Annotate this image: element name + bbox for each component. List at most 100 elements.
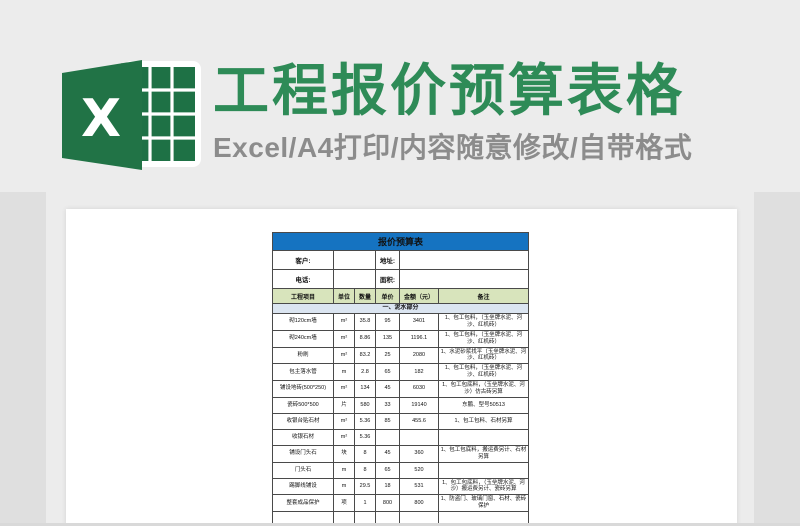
bottom-edge — [0, 523, 800, 526]
info-value — [398, 250, 530, 270]
cell-remark: 1、包工包底料，（玉垒牌水泥、河沙）仿古砖另算 — [437, 380, 530, 398]
cell-unit: 片 — [333, 396, 355, 414]
column-header: 数量 — [354, 288, 376, 304]
cell-price: 65 — [375, 461, 400, 479]
info-label: 电话: — [272, 269, 334, 289]
cell-remark — [437, 511, 530, 526]
cell-qty: 35.8 — [354, 313, 376, 331]
page-subtitle: Excel/A4打印/内容随意修改/自带格式 — [213, 132, 693, 163]
cell-unit: 块 — [333, 444, 355, 463]
sheet-title: 报价预算表 — [271, 232, 530, 251]
cell-price: 85 — [375, 412, 400, 430]
cell-amount: 2080 — [399, 346, 439, 365]
cell-price: 135 — [375, 329, 400, 348]
template-preview-panel: 报价预算表 客户: 地址: 电话: 面积: 工程项目 单位 数量 单价 金额（元） 备注 一、泥水部分… — [66, 209, 737, 526]
info-value — [333, 250, 376, 270]
section-row: 一、泥水部分 — [271, 303, 530, 314]
quote-table-body: 报价预算表 客户: 地址: 电话: 面积: 工程项目 单位 数量 单价 金额（元） 备注 一、泥水部分… — [271, 232, 530, 526]
cell-item: 砌120cm墙 — [272, 313, 334, 331]
cell-qty: 5.36 — [354, 428, 376, 446]
cell-amount: 1196.1 — [399, 329, 439, 348]
page-gutter-right — [754, 192, 800, 526]
cell-unit: m — [333, 363, 355, 381]
excel-cover — [62, 60, 142, 170]
cell-price: 33 — [375, 396, 400, 414]
cell-unit: m — [333, 477, 355, 496]
sheet-title-row: 报价预算表 — [271, 232, 530, 251]
page-title: 工程报价预算表格 — [213, 59, 685, 122]
cell-amount: 520 — [399, 461, 439, 479]
cell-price: 65 — [375, 363, 400, 381]
banner: X 工程报价预算表格 Excel/A4打印/内容随意修改/自带格式 — [0, 0, 800, 195]
column-header: 金额（元） — [399, 288, 439, 304]
table-row: 铺设地砖(500*250) m² 134 45 6030 1、包工包底料，（玉垒牌水泥、河… — [272, 380, 530, 398]
cell-price: 25 — [375, 346, 400, 365]
cell-remark: 1、水泥砂浆找平（玉垒牌水泥、河沙、红机砖） — [437, 346, 530, 365]
cell-unit: m² — [333, 329, 355, 348]
cell-qty: 83.2 — [354, 346, 376, 365]
cell-item: 整套成品保护 — [272, 494, 334, 512]
table-row: 铺设门头石块 8 45 360 1、包工包底料，搬运费另计、石材另算 — [272, 444, 530, 463]
table-row: 瓷砖500*500 片 580 33 19140 东鹏、型号50513 — [272, 396, 530, 414]
cell-unit: m — [333, 461, 355, 479]
cell-price: 18 — [375, 477, 400, 496]
info-label: 客户: — [272, 250, 334, 270]
column-header: 工程项目 — [272, 288, 334, 304]
table-row: 砌240cm墙 m² 8.86 135 1196.1 1、包工包料，（玉垒牌水泥、河沙、红… — [272, 329, 530, 348]
table-row: 粉刷 m² 83.2 25 2080 1、水泥砂浆找平（玉垒牌水泥、河沙、红机砖） — [272, 346, 530, 365]
cell-item: 砌240cm墙 — [272, 329, 334, 348]
cell-price: 45 — [375, 444, 400, 463]
cell-item: 收银石材 — [272, 428, 334, 446]
table-row — [272, 511, 530, 526]
cell-item: 铺设门头石 — [272, 444, 334, 463]
excel-logo-icon: X — [62, 60, 201, 170]
info-row: 客户: 地址: — [272, 250, 530, 270]
cell-remark: 1、防盗门、玻璃门窗、石材、瓷砖保护 — [437, 494, 530, 512]
cell-remark: 1、包工包底料，搬运费另计、石材另算 — [437, 444, 530, 463]
cell-qty: 8 — [354, 444, 376, 463]
cell-amount: 800 — [399, 494, 439, 512]
cell-amount: 360 — [399, 444, 439, 463]
cell-price: 800 — [375, 494, 400, 512]
quote-table: 报价预算表 客户: 地址: 电话: 面积: 工程项目 单位 数量 单价 金额（元） 备注 一、泥水部分… — [271, 232, 530, 526]
table-row: 收银石材 m² 5.36 — [272, 428, 530, 446]
cell-amount — [399, 428, 439, 446]
cell-item: 瓷砖500*500 — [272, 396, 334, 414]
cell-item: 门头石 — [272, 461, 334, 479]
cell-amount: 531 — [399, 477, 439, 496]
cell-item: 包主落水管 — [272, 363, 334, 381]
info-label: 面积: — [375, 269, 400, 289]
cell-price: 95 — [375, 313, 400, 331]
table-row: 整套成品保护项 1 800 800 1、防盗门、玻璃门窗、石材、瓷砖保护 — [272, 494, 530, 512]
cell-qty: 1 — [354, 494, 376, 512]
cell-unit: m² — [333, 412, 355, 430]
info-value — [333, 269, 376, 289]
cell-unit: m² — [333, 346, 355, 365]
cell-remark: 1、包工包料，（玉垒牌水泥、河沙、红机砖） — [437, 313, 530, 331]
cell-qty: 29.5 — [354, 477, 376, 496]
info-label: 地址: — [375, 250, 400, 270]
cell-remark: 1、包工包料，（玉垒牌水泥、河沙、红机砖） — [437, 329, 530, 348]
column-header: 单价 — [375, 288, 400, 304]
cell-remark: 1、包工包料、石材另算 — [437, 412, 530, 430]
info-row: 电话: 面积: — [272, 269, 530, 289]
cell-amount: 182 — [399, 363, 439, 381]
cell-amount: 455.6 — [399, 412, 439, 430]
column-header: 单位 — [333, 288, 355, 304]
cell-qty: 2.8 — [354, 363, 376, 381]
cell-item: 收银台贴石材 — [272, 412, 334, 430]
cell-remark: 东鹏、型号50513 — [437, 396, 530, 414]
excel-x-letter: X — [81, 89, 121, 149]
cell-qty: 5.36 — [354, 412, 376, 430]
cell-amount: 3401 — [399, 313, 439, 331]
page-gutter-left — [0, 192, 46, 526]
cell-unit: m² — [333, 313, 355, 331]
cell-price — [375, 428, 400, 446]
cell-item: 铺设地砖(500*250) — [272, 380, 334, 398]
table-row: 收银台贴石材 m² 5.36 85 455.6 1、包工包料、石材另算 — [272, 412, 530, 430]
cell-remark: 1、包工包料，（玉垒牌水泥、河沙、红机砖） — [437, 363, 530, 381]
cell-amount: 6030 — [399, 380, 439, 398]
cell-qty: 8 — [354, 461, 376, 479]
cell-unit: m² — [333, 428, 355, 446]
cell-qty: 580 — [354, 396, 376, 414]
